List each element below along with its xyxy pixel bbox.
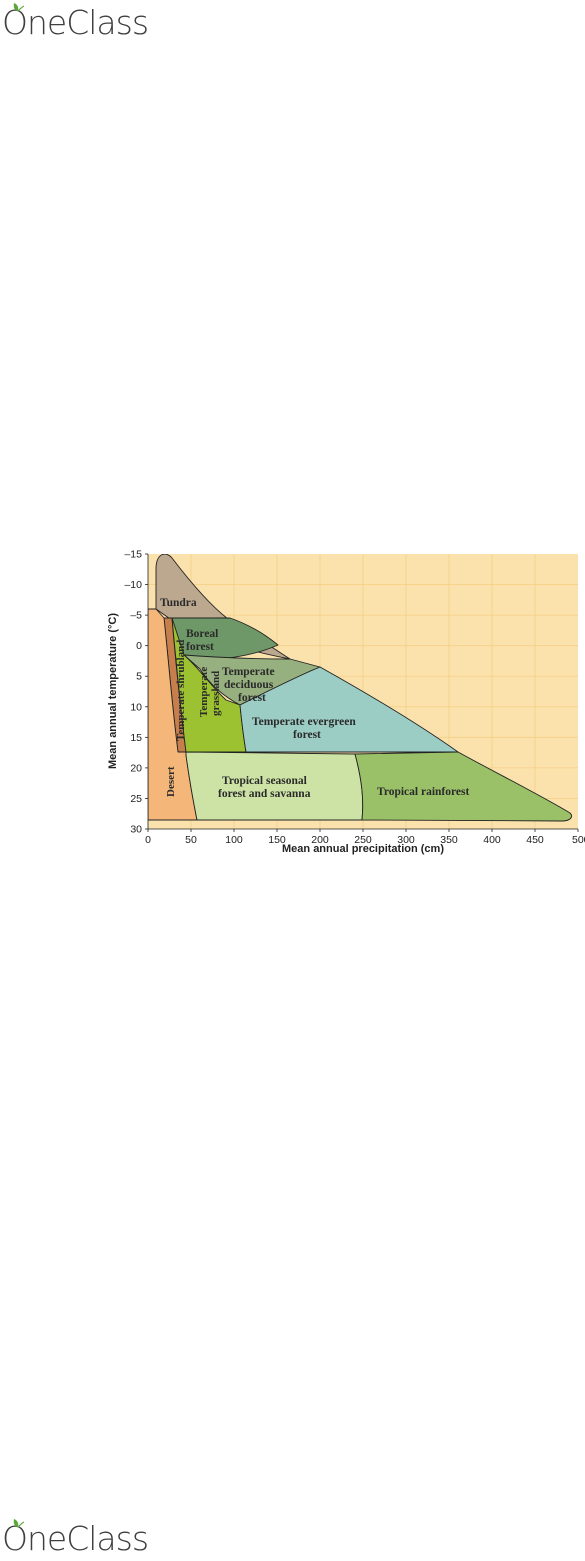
y-tick-label: 15 [130,732,142,744]
y-tick-label: –5 [130,610,142,622]
x-tick-label: 300 [397,834,415,846]
label-shrubland: Temperate shrubland [175,640,187,741]
oneclass-logo-top[interactable]: OneClass [0,2,200,42]
brand-name: OneClass [2,2,149,42]
label-desert: Desert [165,766,177,797]
y-tick-label: 30 [130,824,142,836]
x-tick-label: 350 [440,834,458,846]
label-deciduous-2: deciduous [224,679,274,691]
label-grassland-1: Temperate [198,667,210,717]
label-tundra: Tundra [160,597,197,609]
x-tick-label: 500 [572,834,585,846]
y-axis-title: Mean annual temperature (°C) [107,613,119,769]
label-evergreen-2: forest [293,729,321,741]
leaf-icon [13,1519,25,1528]
oneclass-logo-bottom[interactable]: OneClass [0,1518,200,1558]
x-axis-title: Mean annual precipitation (cm) [282,843,444,855]
label-savanna-1: Tropical seasonal [222,775,307,787]
label-deciduous-3: forest [238,692,266,704]
biome-chart-svg: Tundra Boreal forest Temperate deciduous… [107,549,585,856]
x-tick-label: 150 [268,834,286,846]
label-rainforest: Tropical rainforest [377,786,469,798]
y-tick-label: 0 [136,640,142,652]
y-tick-labels: –15 –10 –5 0 5 10 15 20 25 30 [124,549,148,836]
x-tick-label: 50 [185,834,197,846]
y-tick-label: –15 [124,549,142,561]
x-tick-label: 100 [225,834,243,846]
label-evergreen-1: Temperate evergreen [252,716,356,728]
x-tick-labels: 0 50 100 150 200 250 300 350 400 450 500 [145,829,585,846]
y-tick-label: 10 [130,701,142,713]
label-deciduous-1: Temperate [222,666,275,678]
region-tropical-rainforest [354,751,573,822]
label-boreal-2: forest [186,641,214,653]
label-grassland-2: grassland [210,671,222,716]
x-tick-label: 450 [526,834,544,846]
y-tick-label: 25 [130,793,142,805]
leaf-icon [13,3,25,12]
label-savanna-2: forest and savanna [218,788,311,800]
x-tick-label: 0 [145,834,151,846]
region-temperate-evergreen-forest [239,666,459,753]
label-boreal-1: Boreal [186,628,218,640]
y-tick-label: 20 [130,762,142,774]
x-tick-label: 250 [354,834,372,846]
y-tick-label: –10 [124,579,142,591]
x-tick-label: 200 [311,834,329,846]
y-tick-label: 5 [136,671,142,683]
brand-name: OneClass [2,1518,149,1558]
biome-diagram: Tundra Boreal forest Temperate deciduous… [100,545,585,865]
x-tick-label: 400 [483,834,501,846]
